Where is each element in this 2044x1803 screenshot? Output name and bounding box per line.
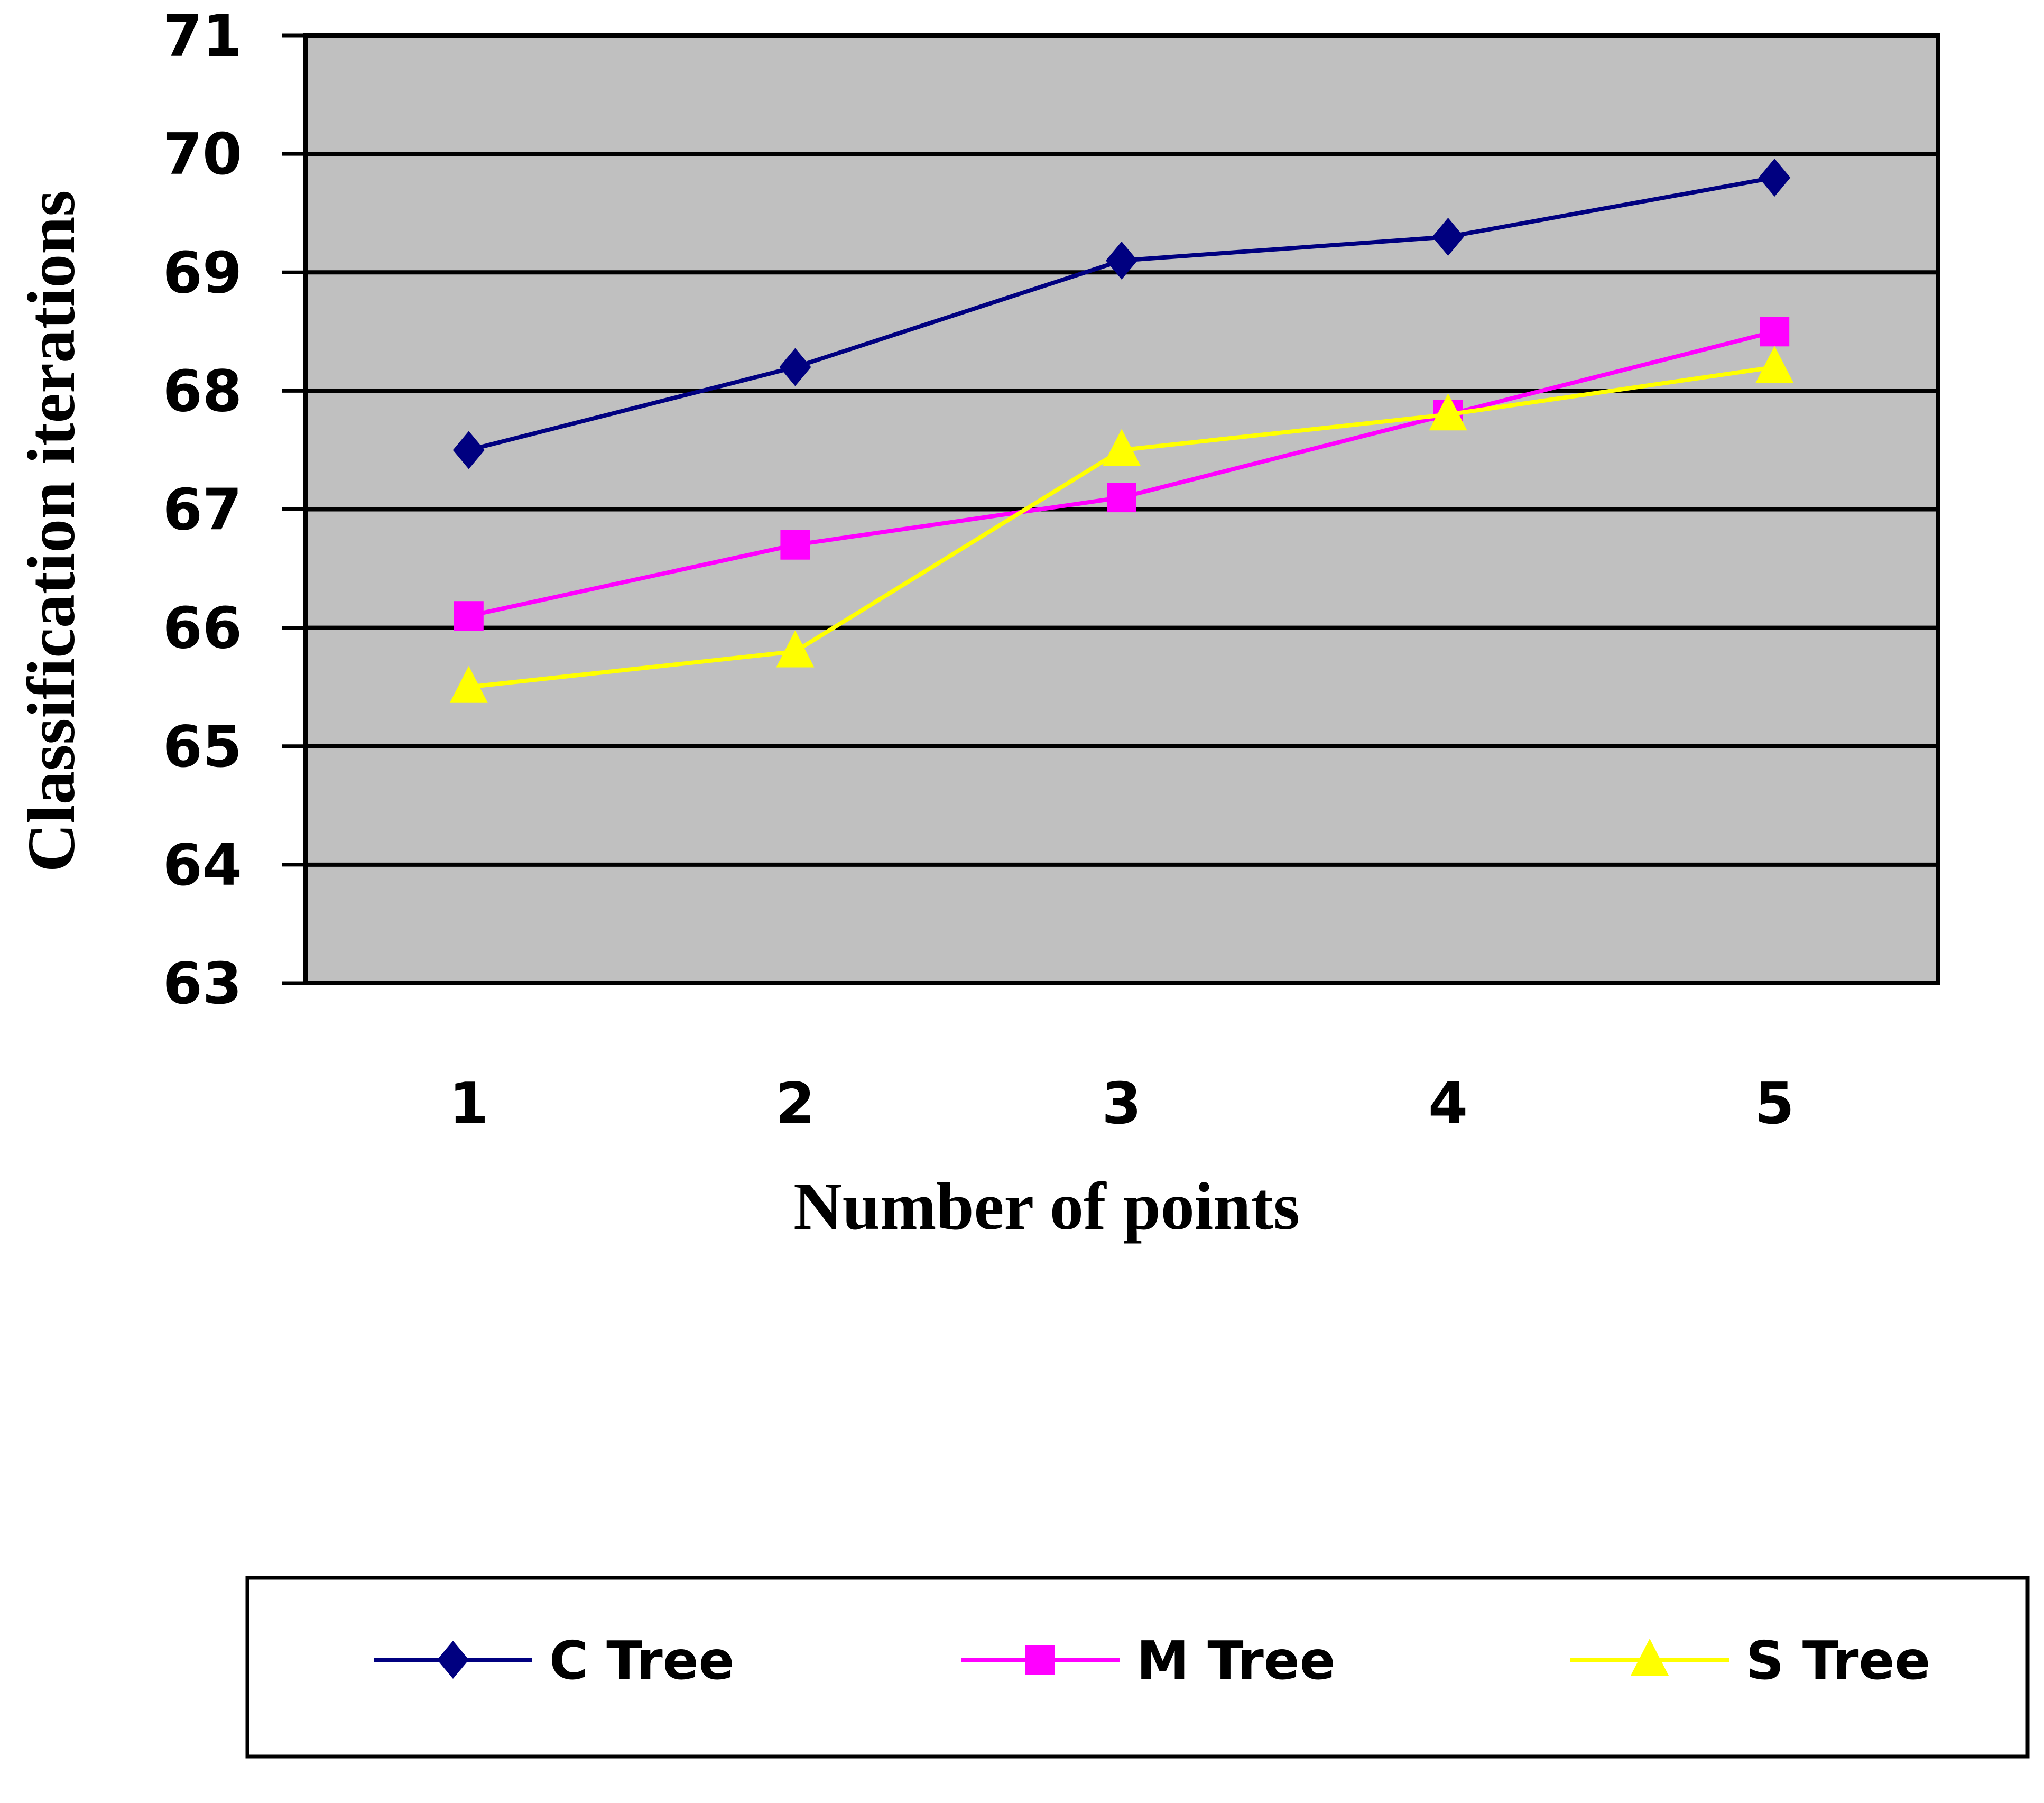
- diamond-marker: [437, 1641, 469, 1679]
- legend-item: S Tree: [1570, 1630, 1930, 1691]
- diamond-marker: [1759, 158, 1791, 197]
- y-tick-label: 65: [163, 714, 242, 780]
- triangle-marker: [449, 665, 488, 703]
- x-axis-title: Number of points: [793, 1169, 1300, 1244]
- x-tick-label: 1: [449, 1071, 488, 1137]
- y-axis-title: Classification iterations: [14, 190, 89, 873]
- triangle-marker: [776, 630, 815, 668]
- x-tick-labels: 1 2 3 4 5: [449, 1071, 1795, 1137]
- y-tick-label: 68: [163, 358, 242, 424]
- triangle-marker: [1631, 1639, 1669, 1676]
- triangle-marker: [1755, 346, 1794, 383]
- y-tick-label: 69: [163, 240, 242, 306]
- legend-label: S Tree: [1746, 1630, 1930, 1691]
- legend: C Tree M Tree S Tree: [374, 1630, 1930, 1691]
- y-tick-label: 66: [163, 596, 242, 662]
- y-tick-label: 64: [163, 833, 242, 899]
- legend-item: M Tree: [961, 1630, 1336, 1691]
- legend-label: C Tree: [549, 1630, 734, 1691]
- square-marker: [454, 601, 484, 631]
- square-marker: [1760, 317, 1790, 347]
- y-tick-label: 67: [163, 477, 242, 543]
- diamond-marker: [1432, 218, 1464, 256]
- y-tick-labels: 63 64 65 66 67 68 69 70 71: [163, 3, 242, 1017]
- y-tick-label: 71: [163, 3, 242, 69]
- x-tick-label: 5: [1755, 1071, 1795, 1137]
- x-tick-label: 4: [1428, 1071, 1468, 1137]
- series-s-tree: [449, 346, 1794, 703]
- square-marker: [1107, 483, 1136, 513]
- x-tick-label: 2: [775, 1071, 815, 1137]
- x-tick-label: 3: [1102, 1071, 1141, 1137]
- y-tick-label: 63: [163, 951, 242, 1017]
- legend-item: C Tree: [374, 1630, 734, 1691]
- y-tick-label: 70: [163, 122, 242, 188]
- diamond-marker: [779, 348, 811, 386]
- diamond-marker: [1106, 241, 1137, 280]
- series-c-tree: [452, 158, 1791, 469]
- diamond-marker: [452, 431, 485, 469]
- gridlines: [282, 33, 1938, 985]
- square-marker: [1025, 1645, 1055, 1675]
- legend-label: M Tree: [1136, 1630, 1336, 1691]
- triangle-marker: [1103, 429, 1141, 466]
- triangle-marker: [1429, 393, 1467, 431]
- legend-box: [245, 1576, 2030, 1759]
- series-group: [449, 158, 1794, 703]
- square-marker: [780, 530, 810, 560]
